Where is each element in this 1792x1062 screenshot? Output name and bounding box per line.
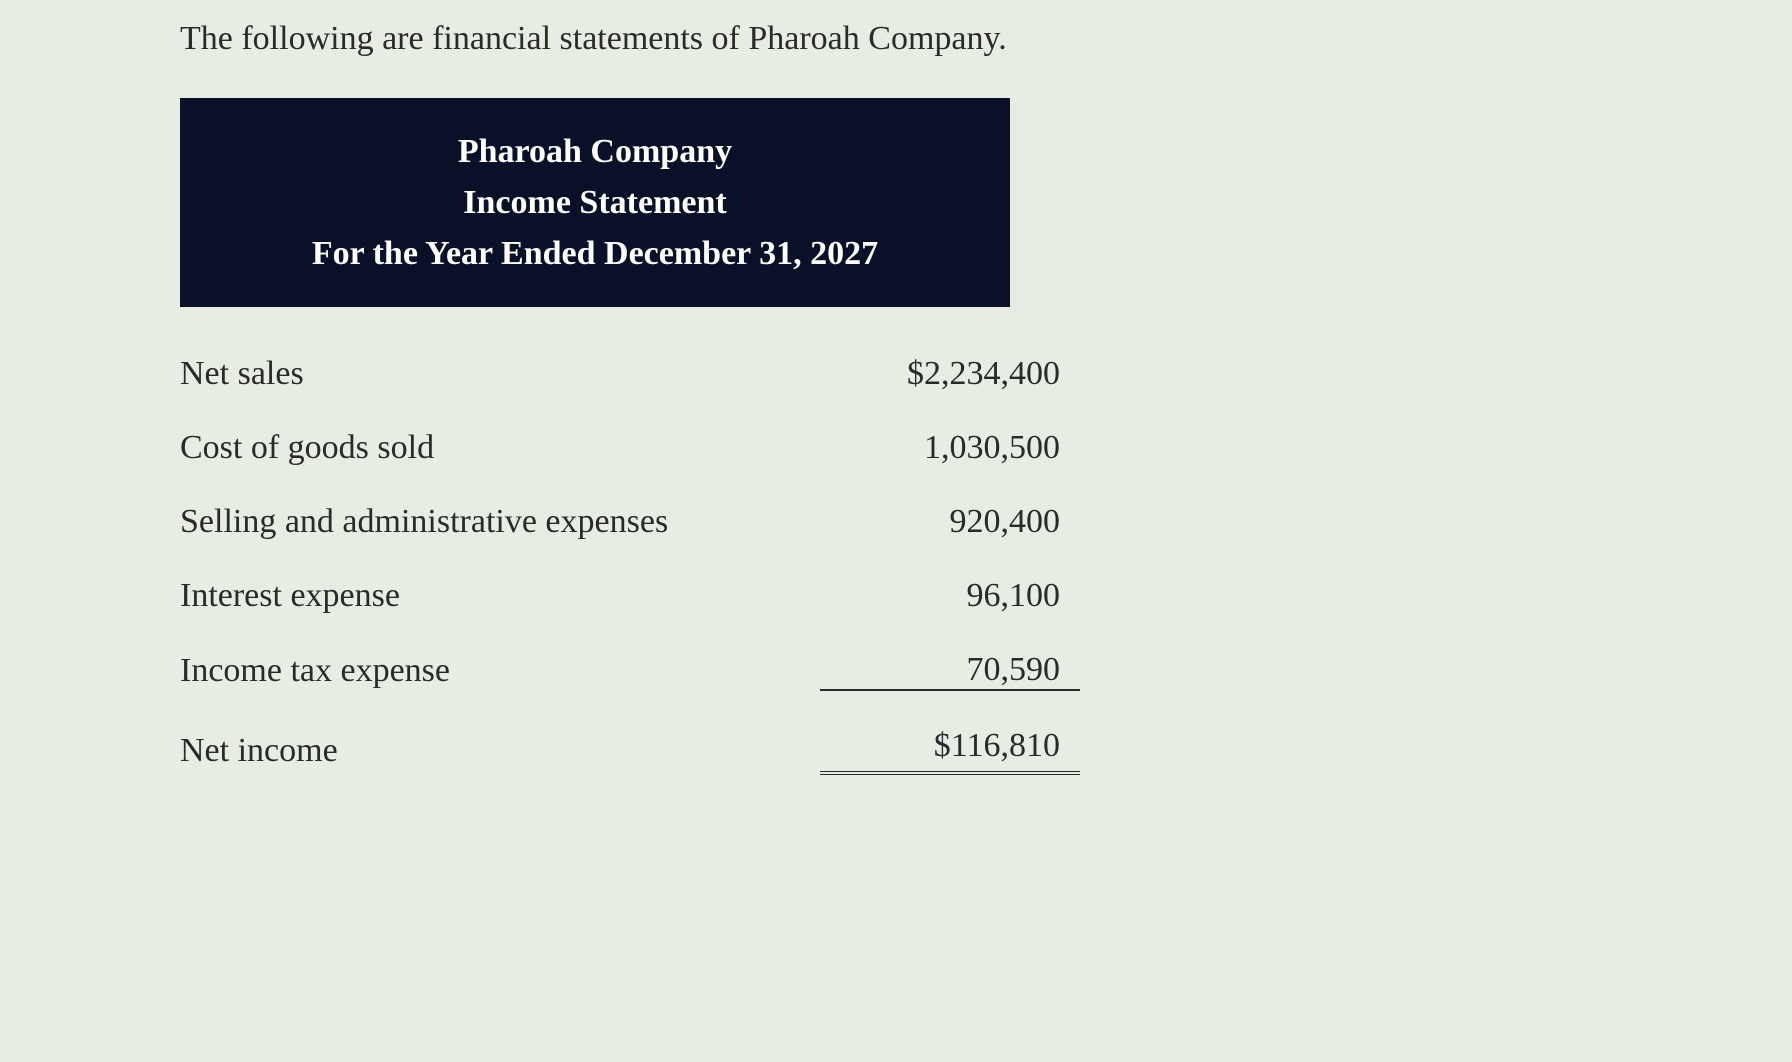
company-name: Pharoah Company bbox=[230, 126, 960, 177]
label-sga: Selling and administrative expenses bbox=[180, 503, 820, 541]
income-statement-body: Net sales $2,234,400 Cost of goods sold … bbox=[180, 337, 1080, 793]
value-cogs: 1,030,500 bbox=[820, 429, 1080, 467]
label-tax: Income tax expense bbox=[180, 652, 820, 690]
value-interest: 96,100 bbox=[820, 577, 1080, 615]
intro-text: The following are financial statements o… bbox=[180, 20, 1612, 58]
value-sga: 920,400 bbox=[820, 503, 1080, 541]
label-net-income: Net income bbox=[180, 732, 820, 770]
statement-period: For the Year Ended December 31, 2027 bbox=[230, 228, 960, 279]
value-net-sales: $2,234,400 bbox=[820, 355, 1080, 393]
label-interest: Interest expense bbox=[180, 577, 820, 615]
value-net-income: $116,810 bbox=[820, 727, 1080, 775]
value-tax: 70,590 bbox=[820, 651, 1080, 691]
row-net-sales: Net sales $2,234,400 bbox=[180, 337, 1080, 411]
row-cogs: Cost of goods sold 1,030,500 bbox=[180, 411, 1080, 485]
row-net-income: Net income $116,810 bbox=[180, 709, 1080, 793]
row-interest: Interest expense 96,100 bbox=[180, 559, 1080, 633]
label-cogs: Cost of goods sold bbox=[180, 429, 820, 467]
statement-title: Income Statement bbox=[230, 177, 960, 228]
row-tax: Income tax expense 70,590 bbox=[180, 633, 1080, 709]
label-net-sales: Net sales bbox=[180, 355, 820, 393]
row-sga: Selling and administrative expenses 920,… bbox=[180, 485, 1080, 559]
statement-header: Pharoah Company Income Statement For the… bbox=[180, 98, 1010, 307]
